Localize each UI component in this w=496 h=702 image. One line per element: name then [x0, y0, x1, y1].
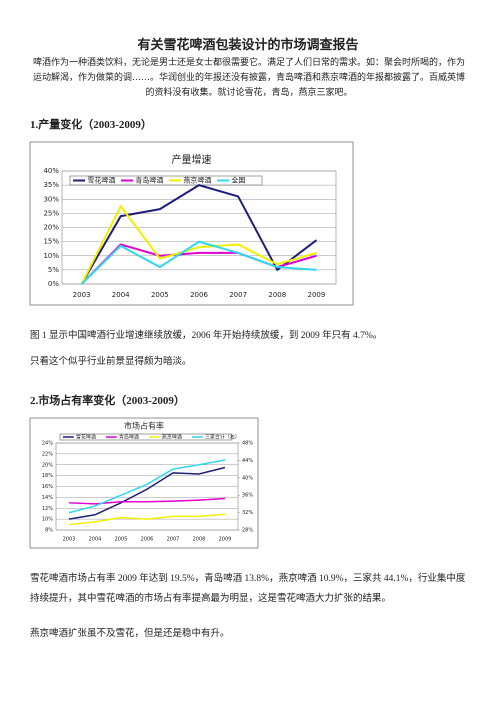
series-line — [68, 497, 226, 505]
y-tick-label: 14% — [42, 495, 53, 501]
y2-tick-label: 40% — [242, 475, 253, 481]
y-tick-label: 20% — [42, 462, 53, 468]
x-tick-label: 2007 — [229, 291, 247, 299]
y2-tick-label: 32% — [242, 510, 253, 516]
x-tick-label: 2008 — [268, 291, 286, 299]
y-tick-label: 30% — [43, 195, 59, 203]
series-line — [80, 240, 317, 285]
y-tick-label: 18% — [42, 473, 53, 479]
paragraph: 燕京啤酒扩张虽不及雪花，但是还是稳中有升。 — [30, 629, 230, 639]
x-tick-label: 2009 — [219, 537, 232, 543]
legend-label: 燕京啤酒 — [183, 176, 211, 185]
series-line — [68, 513, 226, 526]
legend-label: 青岛啤酒 — [135, 176, 163, 185]
x-tick-label: 2003 — [63, 537, 76, 543]
paragraph: 雪花啤酒市场占有率 2009 年达到 19.5%，青岛啤酒 13.8%，燕京啤酒… — [30, 574, 466, 604]
series-line — [68, 459, 226, 514]
legend-label: 雪花啤酒 — [87, 176, 115, 185]
section-heading: 2.市场占有率变化（2003-2009） — [30, 395, 185, 407]
y-tick-label: 0% — [48, 280, 59, 288]
chart-title: 产量增速 — [172, 153, 212, 166]
section-heading: 1.产量变化（2003-2009） — [30, 119, 152, 131]
legend-label: 青岛啤酒 — [119, 434, 139, 441]
y-tick-label: 10% — [42, 517, 53, 523]
doc-title: 有关雪花啤酒包装设计的市场调查报告 — [137, 38, 359, 53]
legend — [59, 433, 233, 441]
series-line — [80, 184, 318, 285]
x-tick-label: 2007 — [167, 537, 180, 543]
x-tick-label: 2005 — [151, 291, 169, 299]
y2-tick-label: 28% — [242, 528, 253, 534]
y-tick-label: 8% — [45, 528, 53, 534]
intro: 啤酒作为一种酒类饮料，无论是男士还是女士都很需要它。满足了人们日常的需求。如：聚… — [32, 57, 465, 97]
series-line — [80, 204, 317, 285]
series-line — [68, 466, 226, 520]
y2-tick-label: 48% — [242, 441, 253, 447]
caption: 图 1 显示中国啤酒行业增速继续放缓，2006 年开始持续放缓，到 2009 年… — [30, 331, 383, 341]
x-tick-label: 2006 — [190, 291, 208, 299]
chart-title: 市场占有率 — [124, 421, 164, 431]
x-tick-label: 2008 — [193, 537, 206, 543]
x-tick-label: 2003 — [73, 291, 91, 299]
note: 只看这个似乎行业前景显得颇为暗淡。 — [30, 357, 192, 367]
x-tick-label: 2006 — [141, 537, 154, 543]
x-tick-label: 2004 — [89, 537, 102, 543]
y2-tick-label: 36% — [242, 493, 253, 499]
y-tick-label: 15% — [43, 238, 59, 246]
y-tick-label: 5% — [48, 266, 59, 274]
legend-label: 燕京啤酒 — [162, 434, 182, 441]
y-tick-label: 25% — [43, 209, 59, 217]
y-tick-label: 22% — [42, 451, 53, 457]
y2-tick-label: 44% — [242, 458, 253, 464]
legend-label: 全国 — [231, 176, 245, 185]
y-tick-label: 20% — [43, 224, 59, 232]
legend — [69, 175, 263, 186]
y-tick-label: 35% — [43, 181, 59, 189]
x-tick-label: 2005 — [115, 537, 128, 543]
y-tick-label: 12% — [42, 506, 53, 512]
y-tick-label: 10% — [43, 252, 59, 260]
x-tick-label: 2004 — [112, 291, 130, 299]
legend-label: 三家合计（右） — [205, 434, 240, 441]
y-tick-label: 40% — [43, 167, 59, 175]
legend-label: 雪花啤酒 — [76, 434, 96, 441]
y-tick-label: 24% — [42, 441, 53, 447]
x-tick-label: 2009 — [308, 291, 326, 299]
y-tick-label: 16% — [42, 484, 53, 490]
